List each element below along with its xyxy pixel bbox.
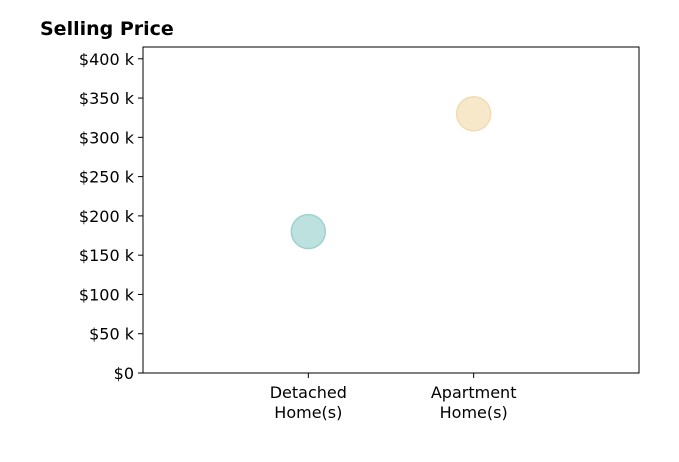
data-point [455,96,492,132]
x-tick-label-line: Home(s) [274,403,342,422]
x-tick-label-line: Apartment [431,383,517,402]
y-tick-label: $400 k [79,50,135,69]
y-tick-label: $200 k [79,207,135,226]
data-point [290,213,327,250]
y-tick-label: $300 k [79,128,135,147]
y-tick-label: $350 k [79,89,135,108]
y-tick-label: $50 k [89,325,135,344]
y-tick-label: $0 [114,364,134,383]
x-tick-label: Detached Home(s) [270,383,347,422]
y-tick-label: $150 k [79,246,135,265]
y-tick-label: $250 k [79,168,135,187]
x-tick-label-line: Detached [270,383,347,402]
plot-frame [142,46,640,374]
y-axis: $0 $50 k $100 k $150 k $200 k $250 k $300 k $35… [79,50,143,383]
y-tick-label: $100 k [79,285,135,304]
x-tick-label-line: Home(s) [440,403,508,422]
x-tick-label: Apartment Home(s) [431,383,517,422]
points-layer [290,96,492,250]
chart-title: Selling Price [40,18,174,40]
x-axis: Detached Home(s)Apartment Home(s) [270,373,517,422]
